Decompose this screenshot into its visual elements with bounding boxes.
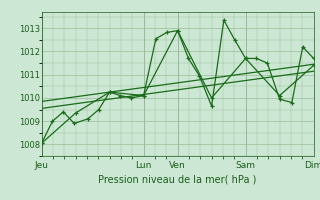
X-axis label: Pression niveau de la mer( hPa ): Pression niveau de la mer( hPa ) bbox=[99, 174, 257, 184]
